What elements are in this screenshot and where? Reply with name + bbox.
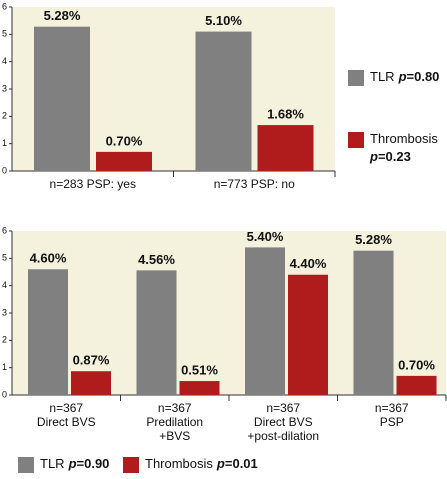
value-label: 5.40% [247,229,284,244]
legend-name: TLR [40,456,65,471]
x-tick-line: n=367 [158,401,192,415]
legend-name: TLR [370,69,395,84]
value-label: 4.60% [30,251,67,266]
y-tick-label: 1 [2,138,7,148]
legend-label: TLR p=0.90 [40,456,109,471]
x-tick-line: n=367 [266,401,300,415]
legend-name: Thrombosis [145,456,213,471]
legend-stat-text: =0.23 [378,149,411,164]
bar [28,269,68,395]
value-label: 0.70% [398,357,435,372]
bar [353,250,394,395]
x-tick-line: Direct BVS [254,415,313,429]
value-label: 1.68% [267,107,304,122]
value-label: 5.28% [44,8,81,23]
legend-stat-symbol: p [369,149,378,164]
y-tick-label: 6 [2,1,7,11]
value-label: 0.87% [73,353,110,368]
y-tick-label: 3 [2,83,7,93]
bar [288,274,328,395]
x-tick-label: n=773 PSP: no [214,177,295,191]
legend-swatch [18,457,34,473]
legend-label: Thrombosis [370,131,438,146]
legend-label: Thrombosis p=0.01 [145,456,258,471]
bar [257,125,314,171]
x-tick-line: n=283 PSP: yes [50,177,136,191]
x-tick-line: +BVS [159,429,190,443]
legend-stat-symbol: p [216,456,225,471]
y-tick-label: 5 [2,29,7,39]
value-label: 4.56% [138,252,175,267]
x-tick-label: n=367 Direct BVS [37,401,96,429]
y-tick-label: 4 [2,280,7,290]
legend-stat-symbol: p [68,456,77,471]
legend-stat-text: =0.80 [407,69,440,84]
x-tick-line: Direct BVS [37,415,96,429]
bar [34,26,90,172]
bar [136,270,177,395]
legend-name: Thrombosis [370,131,438,146]
bar [396,375,437,395]
x-tick-line: n=367 [375,401,409,415]
y-tick-label: 0 [2,389,7,399]
y-tick-label: 2 [2,335,7,345]
value-label: 0.51% [181,362,218,377]
y-tick-label: 2 [2,111,7,121]
legend-swatch [123,457,139,473]
bar [96,151,152,171]
value-label: 4.40% [290,256,327,271]
legend-swatch [348,132,364,148]
x-tick-line: PSP [380,415,404,429]
legend-swatch [348,70,364,86]
x-tick-line: +post-dilation [247,429,319,443]
bar [245,247,285,395]
x-tick-line: n=367 [49,401,83,415]
legend-label: TLR p=0.80 [370,69,439,84]
y-tick-label: 3 [2,307,7,317]
bar [179,381,220,395]
y-tick-label: 1 [2,362,7,372]
bar [71,371,111,395]
x-tick-label: n=367 Direct BVS +post-dilation [247,401,319,443]
y-tick-label: 0 [2,165,7,175]
legend-stat-symbol: p [398,69,407,84]
value-label: 5.10% [205,13,242,28]
y-tick-label: 5 [2,253,7,263]
x-tick-line: Predilation [146,415,203,429]
legend-stat: p=0.23 [369,149,411,164]
x-tick-line: n=773 PSP: no [214,177,295,191]
x-tick-label: n=283 PSP: yes [50,177,136,191]
x-tick-label: n=367 PSP [375,401,409,429]
value-label: 0.70% [106,133,143,148]
y-tick-label: 6 [2,225,7,235]
x-tick-label: n=367 Predilation +BVS [146,401,203,443]
legend-stat-text: =0.01 [225,456,258,471]
value-label: 5.28% [355,232,392,247]
legend-stat-text: =0.90 [77,456,110,471]
bar [195,31,252,171]
y-tick-label: 4 [2,56,7,66]
